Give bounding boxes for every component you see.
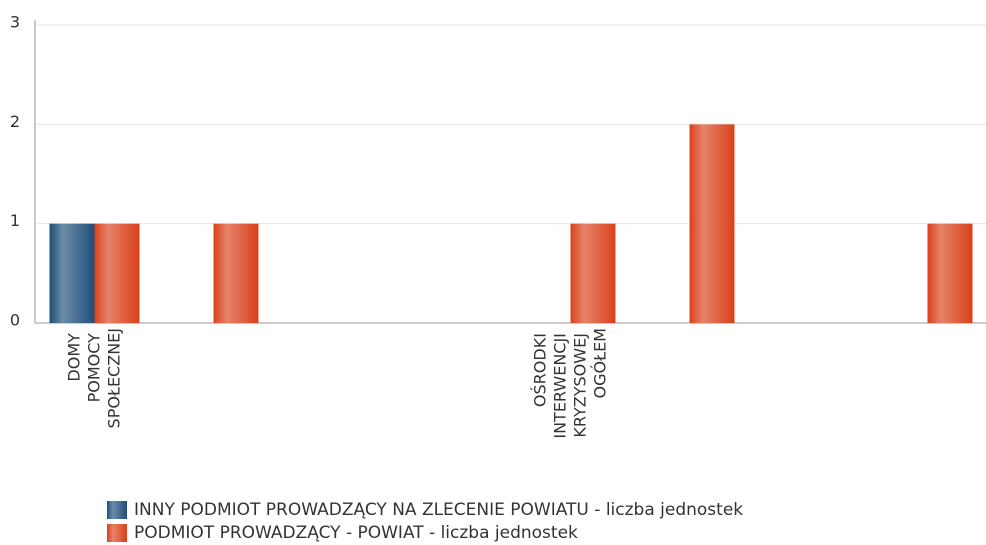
bar [213,223,259,323]
x-tick-label: OŚRODKI INTERWENCJI KRYZYSOWEJ OGÓŁEM [530,328,609,439]
legend-swatch [107,501,127,519]
bar [570,223,616,323]
x-tick-label: DOMY POMOCY SPOŁECZNEJ [64,328,123,428]
legend-label: PODMIOT PROWADZĄCY - POWIAT - liczba jed… [134,523,578,543]
y-tick-label: 2 [10,112,20,131]
bar [689,124,735,323]
legend-label: INNY PODMIOT PROWADZĄCY NA ZLECENIE POWI… [134,500,743,520]
bar [927,223,973,323]
bar [49,223,95,323]
bar [94,223,140,323]
legend-swatch [107,524,127,542]
y-tick-label: 1 [10,211,20,230]
y-tick-label: 0 [10,311,20,330]
y-tick-label: 3 [10,13,20,32]
